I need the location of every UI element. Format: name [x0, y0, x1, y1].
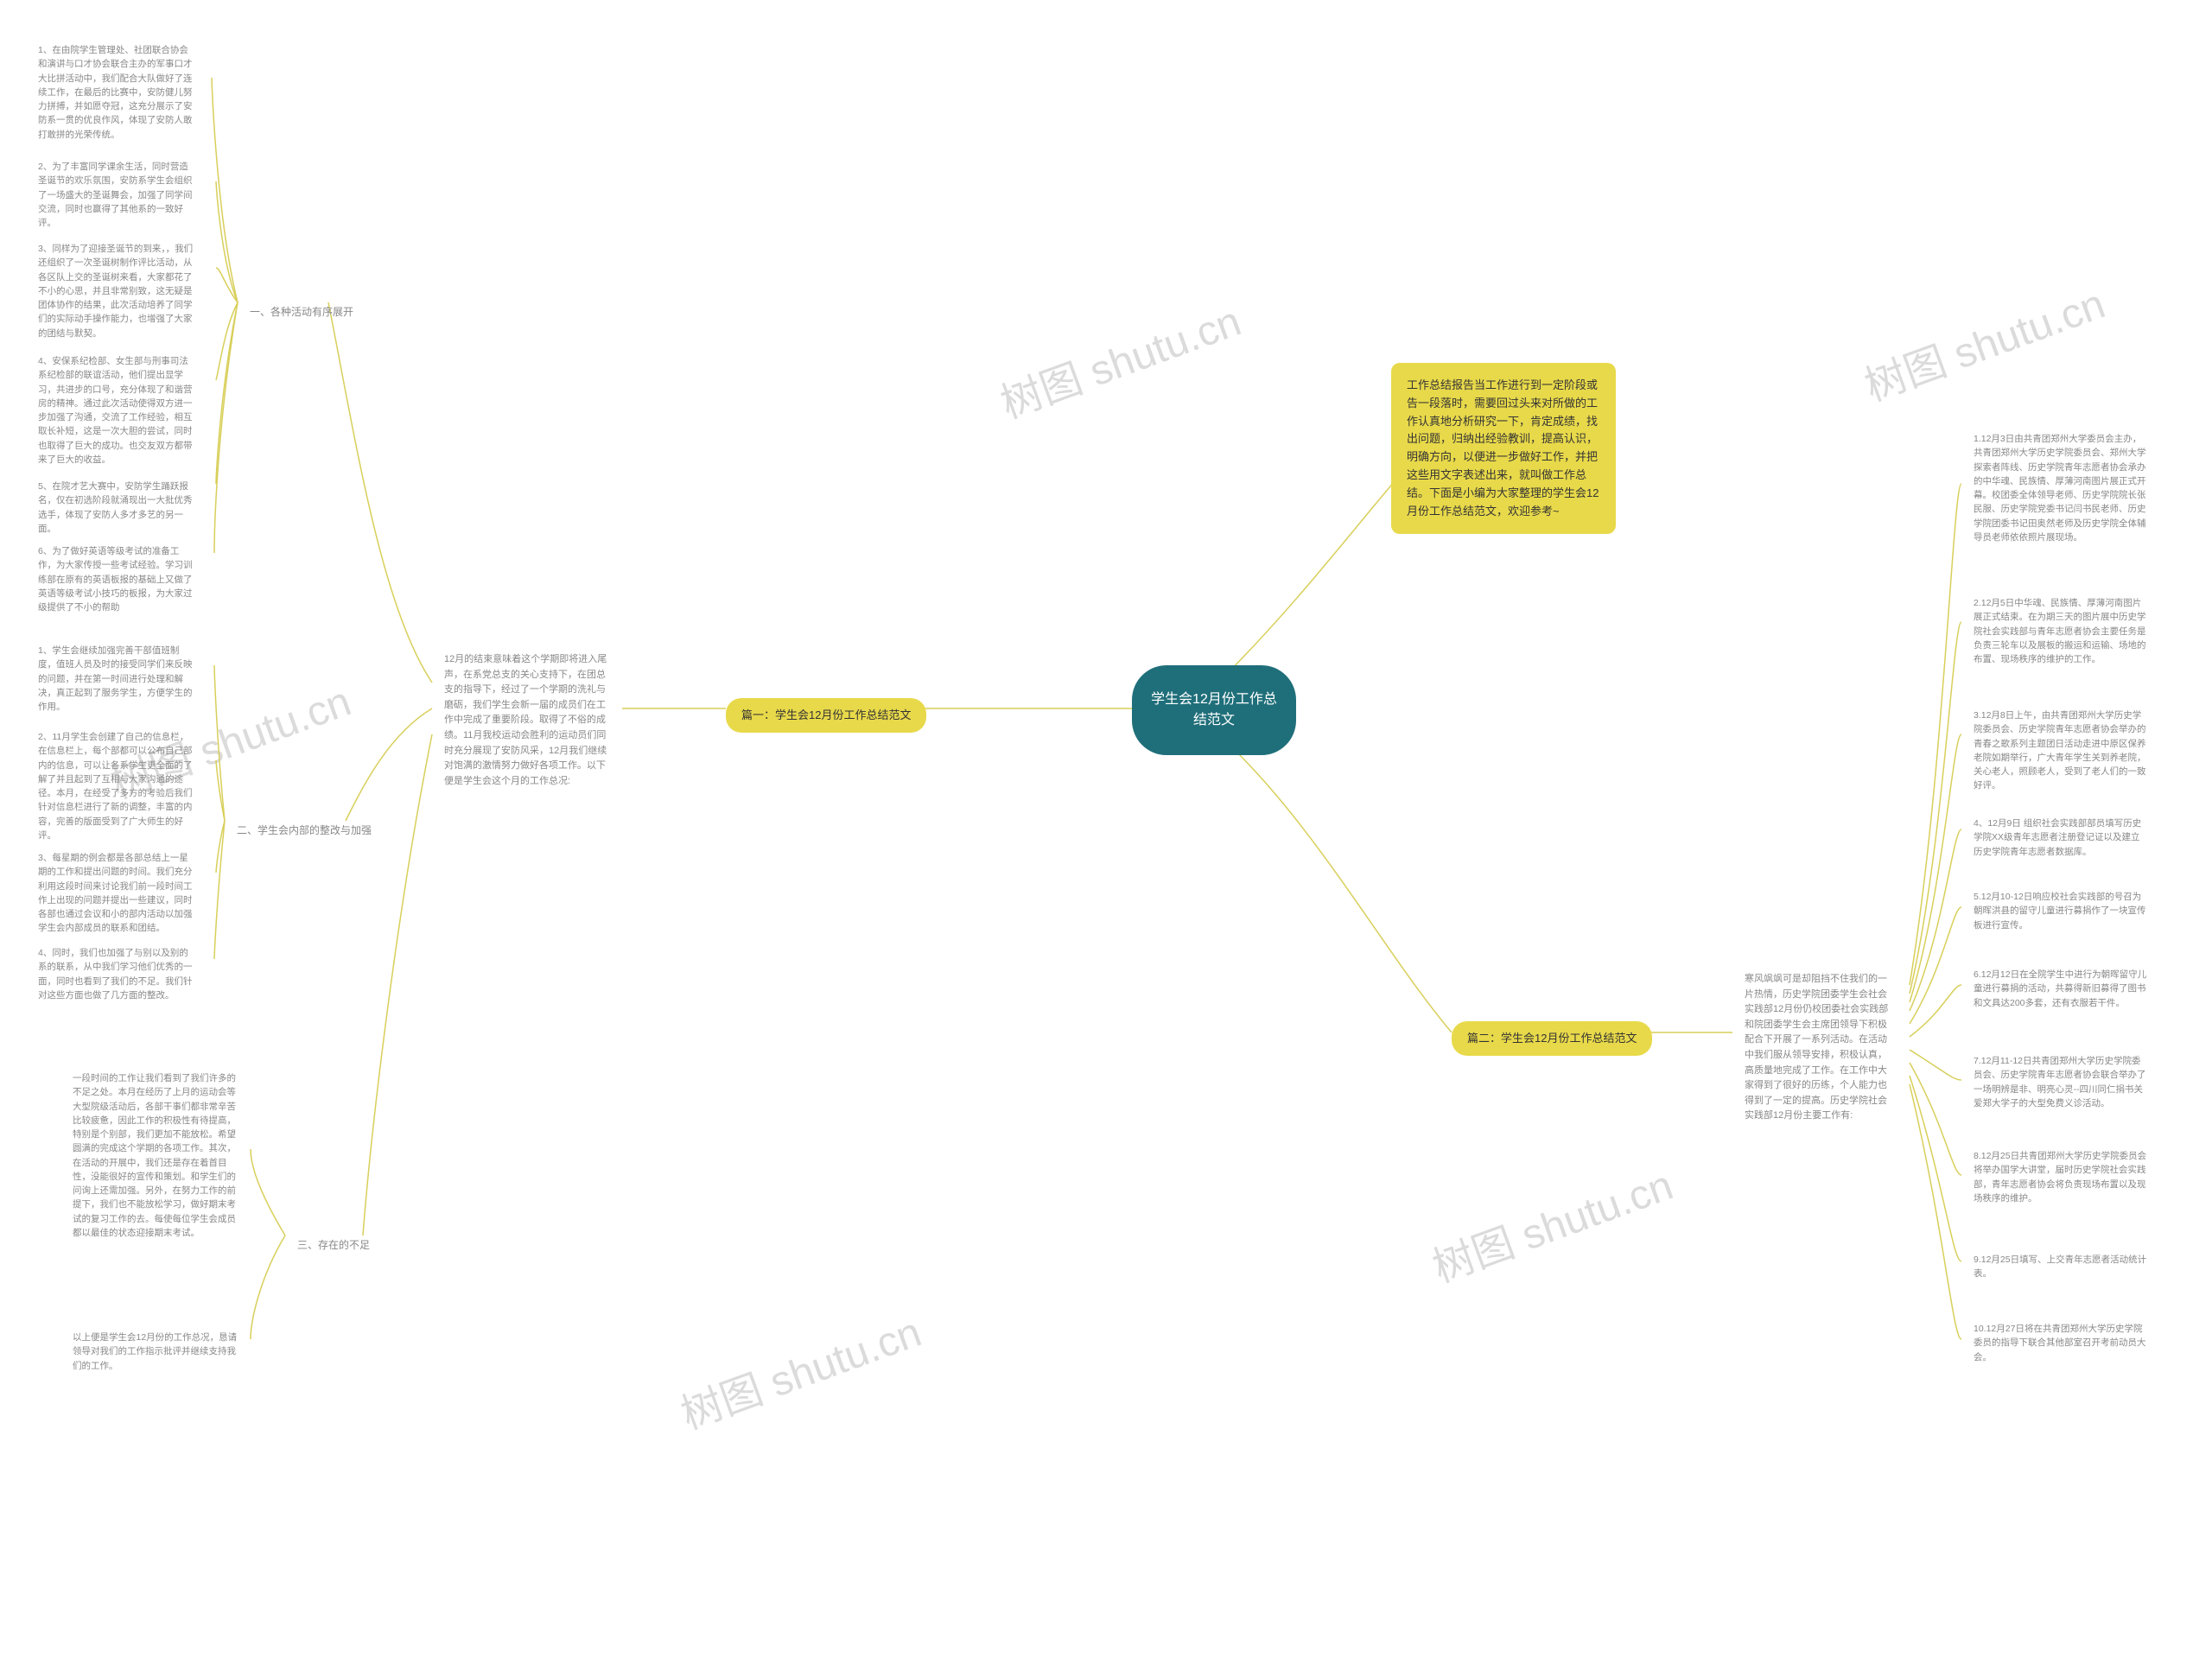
- watermark: 树图 shutu.cn: [1855, 270, 2112, 412]
- left-sub2-item: 3、每星期的例会都是各部总结上一星期的工作和提出问题的时间。我们充分利用这段时间…: [26, 842, 207, 944]
- watermark: 树图 shutu.cn: [991, 287, 1248, 429]
- left-sub2-item: 2、11月学生会创建了自己的信息栏，在信息栏上，每个部都可以公布自己部内的信息，…: [26, 721, 207, 851]
- right-item: 3.12月8日上午，由共青团郑州大学历史学院委员会、历史学院青年志愿者协会举办的…: [1961, 700, 2160, 802]
- left-sub2-item: 1、学生会继续加强完善干部值班制度，值班人员及时的接受同学们来反映的问题，并在第…: [26, 635, 207, 722]
- left-sub1-label: 一、各种活动有序展开: [238, 295, 365, 328]
- right-item: 9.12月25日填写、上交青年志愿者活动统计表。: [1961, 1244, 2160, 1290]
- left-sub1-item: 5、在院才艺大赛中，安防学生踊跃报名，仅在初选阶段就涌现出一大批优秀选手，体现了…: [26, 471, 207, 544]
- right-item: 6.12月12日在全院学生中进行为朝晖留守儿童进行募捐的活动，共募得新旧募得了图…: [1961, 959, 2160, 1019]
- right-item: 5.12月10-12日响应校社会实践部的号召为朝晖洪县的留守儿童进行募捐作了一块…: [1961, 881, 2160, 941]
- left-sub3-item: 以上便是学生会12月份的工作总况，恳请领导对我们的工作指示批评并继续支持我们的工…: [60, 1322, 251, 1382]
- right-item: 2.12月5日中华魂、民族情、厚薄河南图片展正式结束。在为期三天的图片展中历史学…: [1961, 588, 2160, 675]
- watermark: 树图 shutu.cn: [1423, 1151, 1680, 1293]
- left-sub2-item: 4、同时，我们也加强了与别以及别的系的联系，从中我们学习他们优秀的一面，同时也看…: [26, 937, 207, 1011]
- intro-text: 工作总结报告当工作进行到一定阶段或告一段落时，需要回过头来对所做的工作认真地分析…: [1391, 363, 1616, 534]
- right-item: 8.12月25日共青团郑州大学历史学院委员会将举办国学大讲堂，届时历史学院社会实…: [1961, 1140, 2160, 1214]
- left-sub1-item: 2、为了丰富同学课余生活，同时营造圣诞节的欢乐氛围，安防系学生会组织了一场盛大的…: [26, 151, 207, 238]
- center-title: 学生会12月份工作总结范文: [1132, 665, 1296, 755]
- right-section-desc: 寒风飒飒可是却阻挡不住我们的一片热情，历史学院团委学生会社会实践部12月份仍校团…: [1732, 963, 1905, 1133]
- left-sub2-label: 二、学生会内部的整改与加强: [225, 814, 384, 847]
- left-sub1-item: 6、为了做好英语等级考试的准备工作，为大家传授一些考试经验。学习训练部在原有的英…: [26, 536, 207, 623]
- left-section-label: 篇一：学生会12月份工作总结范文: [726, 698, 926, 733]
- right-item: 10.12月27日将在共青团郑州大学历史学院委员的指导下联合其他部室召开考前动员…: [1961, 1313, 2160, 1373]
- left-sub1-item: 1、在由院学生管理处、社团联合协会和演讲与口才协会联合主办的军事口才大比拼活动中…: [26, 35, 207, 150]
- left-section-desc: 12月的结束意味着这个学期即将进入尾声，在系党总支的关心支持下，在团总支的指导下…: [432, 644, 622, 797]
- right-item: 1.12月3日由共青团郑州大学委员会主办，共青团郑州大学历史学院委员会、郑州大学…: [1961, 423, 2160, 553]
- right-item: 7.12月11-12日共青团郑州大学历史学院委员会、历史学院青年志愿者协会联合举…: [1961, 1045, 2160, 1119]
- right-section-label: 篇二：学生会12月份工作总结范文: [1452, 1021, 1652, 1056]
- right-item: 4、12月9日 组织社会实践部部员填写历史学院XX级青年志愿者注册登记证以及建立…: [1961, 808, 2160, 867]
- left-sub3-item: 一段时间的工作让我们看到了我们许多的不足之处。本月在经历了上月的运动会等大型院级…: [60, 1063, 251, 1248]
- left-sub1-item: 4、安保系纪检部、女生部与刑事司法系纪检部的联谊活动，他们提出显学习，共进步的口…: [26, 346, 207, 475]
- left-sub3-label: 三、存在的不足: [285, 1229, 382, 1261]
- left-sub1-item: 3、同样为了迎接圣诞节的到来，，我们还组织了一次圣诞树制作评比活动，从各区队上交…: [26, 233, 207, 349]
- watermark: 树图 shutu.cn: [671, 1298, 928, 1440]
